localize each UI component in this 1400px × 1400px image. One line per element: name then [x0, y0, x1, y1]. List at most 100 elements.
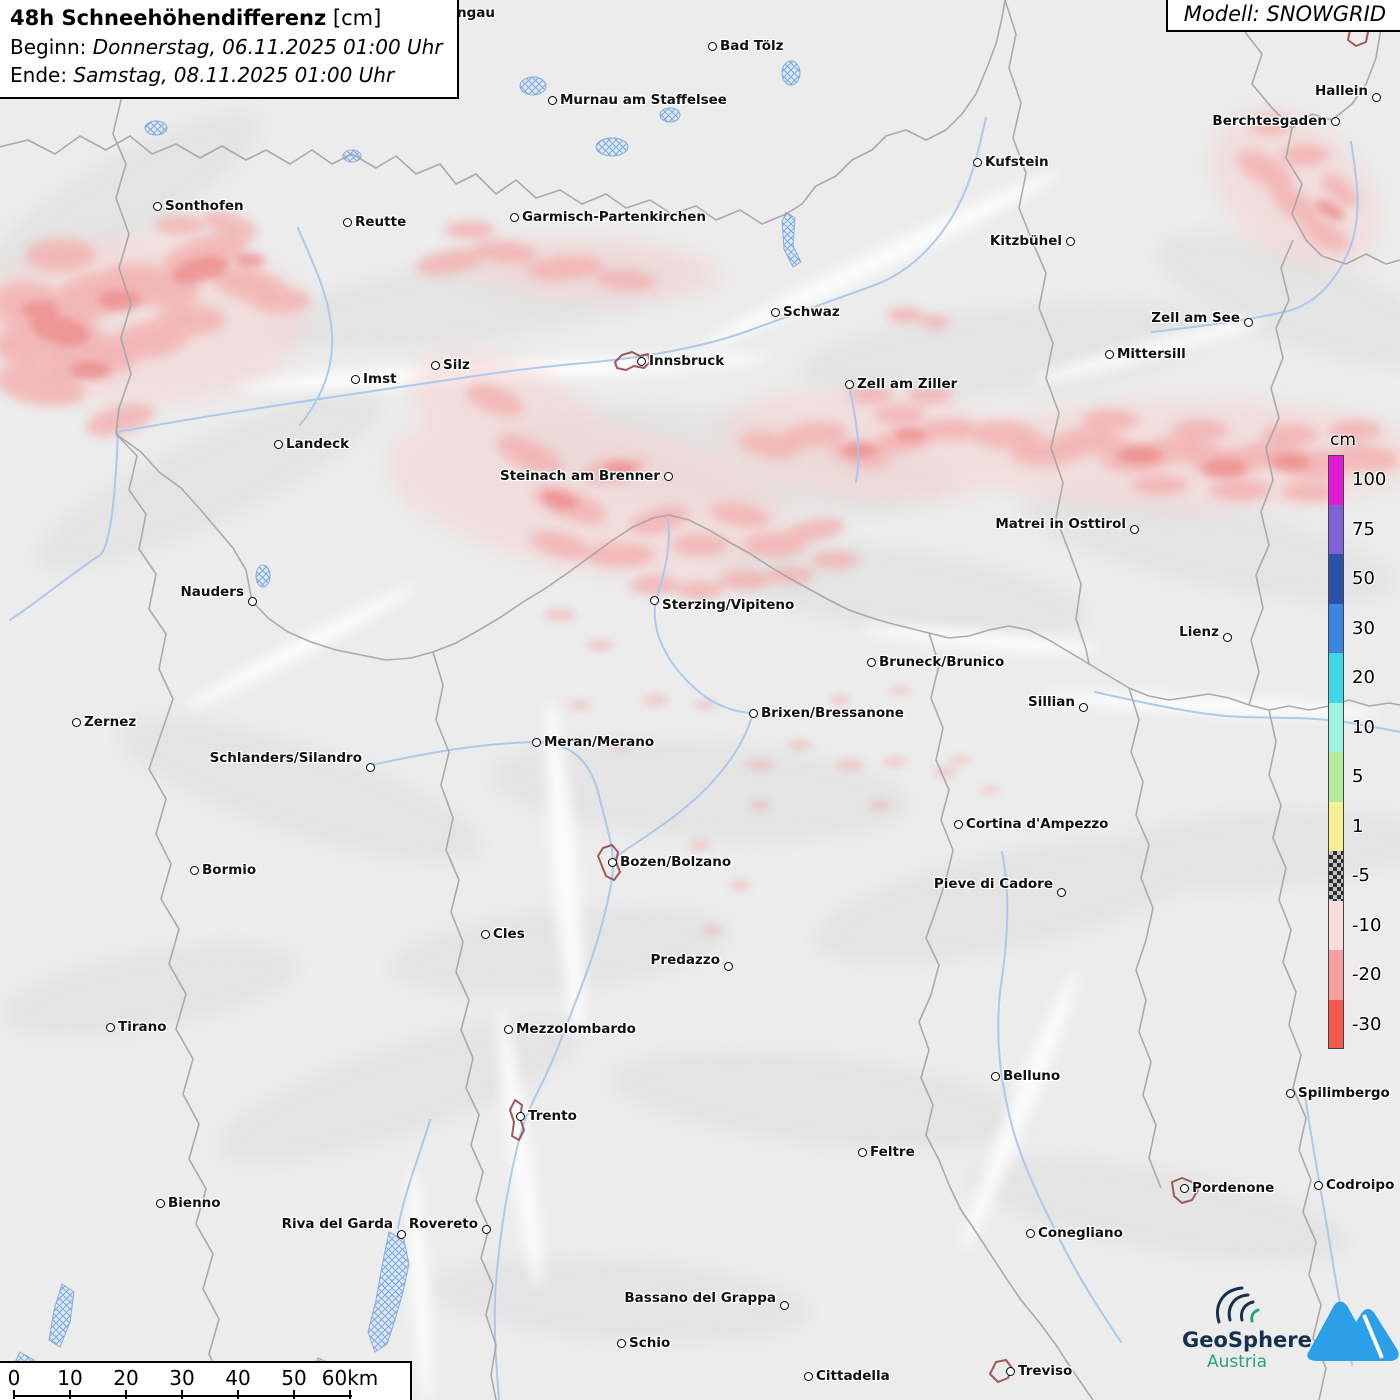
- city-marker-dot: [663, 471, 673, 481]
- legend-label: -30: [1352, 1013, 1382, 1035]
- city-label: Innsbruck: [649, 353, 725, 369]
- legend-swatch: [1328, 752, 1344, 802]
- legend-label: 75: [1352, 518, 1375, 540]
- scalebar-tickmark: [181, 1390, 183, 1399]
- city-marker-dot: [1005, 1366, 1015, 1376]
- end-value: Samstag, 08.11.2025 01:00 Uhr: [73, 63, 395, 87]
- city-label: Garmisch-Partenkirchen: [522, 209, 706, 225]
- snow-loss-scatter: [544, 608, 1000, 935]
- city-label: Lienz: [1179, 624, 1219, 640]
- legend-swatch: [1328, 950, 1344, 1000]
- begin-value: Donnerstag, 06.11.2025 01:00 Uhr: [92, 35, 443, 59]
- city-marker-dot: [531, 737, 541, 747]
- city-marker-dot: [1104, 349, 1114, 359]
- scalebar-tickmark: [293, 1390, 295, 1399]
- legend-label: 5: [1352, 766, 1364, 788]
- city-label: Berchtesgaden: [1212, 113, 1327, 129]
- city-label: Zell am See: [1151, 310, 1240, 326]
- city-marker-dot: [866, 657, 876, 667]
- city-label: Hallein: [1314, 83, 1368, 99]
- city-marker-dot: [396, 1229, 406, 1239]
- city-marker-dot: [155, 1198, 165, 1208]
- city-marker-dot: [1330, 116, 1340, 126]
- city-marker-dot: [723, 961, 733, 971]
- city-label: Codroipo: [1326, 1177, 1395, 1193]
- city-marker-dot: [350, 374, 360, 384]
- scalebar-label: 30: [169, 1366, 195, 1390]
- city-label: Riva del Garda: [281, 1216, 393, 1232]
- city-marker-dot: [189, 865, 199, 875]
- scalebar-label: 10: [57, 1366, 83, 1390]
- end-line: Ende: Samstag, 08.11.2025 01:00 Uhr: [10, 61, 443, 89]
- city-label: Nauders: [180, 584, 244, 600]
- city-marker-dot: [515, 1111, 525, 1121]
- mountain-logo-icon: [1307, 1301, 1399, 1361]
- city-label: Rovereto: [408, 1216, 478, 1232]
- city-label: Landeck: [286, 436, 350, 452]
- city-label: Trento: [528, 1108, 577, 1124]
- legend-swatch: [1328, 900, 1344, 950]
- city-label: Silz: [443, 357, 470, 373]
- legend-entry--30: -30: [1328, 999, 1386, 1049]
- legend-entry-75: 75: [1328, 504, 1386, 554]
- city-label: Bruneck/Brunico: [879, 654, 1005, 670]
- city-label: Feltre: [870, 1144, 915, 1160]
- city-label: Brixen/Bressanone: [761, 705, 904, 721]
- legend-entry-10: 10: [1328, 702, 1386, 752]
- legend-entry-5: 5: [1328, 752, 1386, 802]
- city-label: Sillian: [1028, 694, 1075, 710]
- city-label: Pieve di Cadore: [933, 876, 1053, 892]
- city-label: Sonthofen: [165, 198, 244, 214]
- city-marker-dot: [779, 1300, 789, 1310]
- city-label: Bassano del Grappa: [624, 1290, 776, 1306]
- legend-entry--10: -10: [1328, 900, 1386, 950]
- city-label: Zell am Ziller: [857, 376, 958, 392]
- city-marker-dot: [105, 1022, 115, 1032]
- scale-bar-baseline: [14, 1395, 352, 1397]
- city-marker-dot: [365, 762, 375, 772]
- city-label: Kufstein: [985, 154, 1049, 170]
- scalebar-label: 40: [225, 1366, 251, 1390]
- legend-swatch: [1328, 653, 1344, 703]
- city-marker-dot: [707, 41, 717, 51]
- city-marker-dot: [1056, 887, 1066, 897]
- city-label: Tirano: [118, 1019, 167, 1035]
- city-marker-dot: [1065, 236, 1075, 246]
- city-marker-dot: [649, 595, 659, 605]
- geosphere-logo: GeoSphere Austria: [1182, 1284, 1399, 1380]
- model-label: Modell: SNOWGRID: [1165, 0, 1400, 32]
- legend-label: -10: [1352, 914, 1382, 936]
- city-marker-dot: [857, 1147, 867, 1157]
- scale-bar: 0 10 20 30 40 50 60km: [0, 1361, 412, 1400]
- title-text: 48h Schneehöhendifferenz: [10, 6, 327, 30]
- scalebar-label: 20: [113, 1366, 139, 1390]
- legend-swatch: [1328, 554, 1344, 604]
- scale-bar-ruler: 0 10 20 30 40 50 60km: [0, 1363, 410, 1400]
- legend-label: 10: [1352, 716, 1375, 738]
- city-label: Imst: [363, 371, 397, 387]
- begin-line: Beginn: Donnerstag, 06.11.2025 01:00 Uhr: [10, 33, 443, 61]
- city-marker-dot: [803, 1371, 813, 1381]
- city-marker-dot: [844, 379, 854, 389]
- legend-swatch: [1328, 999, 1344, 1049]
- title-unit: [cm]: [332, 6, 382, 30]
- legend-scale: 100 75 50 30 20 10 5 1 -5 -10 -20 -30: [1328, 455, 1386, 1049]
- city-marker-dot: [972, 157, 982, 167]
- legend-entry-1: 1: [1328, 801, 1386, 851]
- city-label: ngau: [457, 5, 495, 21]
- city-marker-dot: [481, 1224, 491, 1234]
- city-marker-dot: [1313, 1180, 1323, 1190]
- city-label: Mittersill: [1117, 346, 1186, 362]
- scalebar-tickmark: [13, 1390, 15, 1399]
- city-marker-dot: [990, 1071, 1000, 1081]
- city-label: Conegliano: [1038, 1225, 1123, 1241]
- legend-label: 100: [1352, 469, 1387, 491]
- legend-entry--5: -5: [1328, 851, 1386, 901]
- city-marker-dot: [503, 1024, 513, 1034]
- city-label: Schlanders/Silandro: [209, 750, 362, 766]
- legend-label: 20: [1352, 667, 1375, 689]
- city-marker-dot: [1129, 524, 1139, 534]
